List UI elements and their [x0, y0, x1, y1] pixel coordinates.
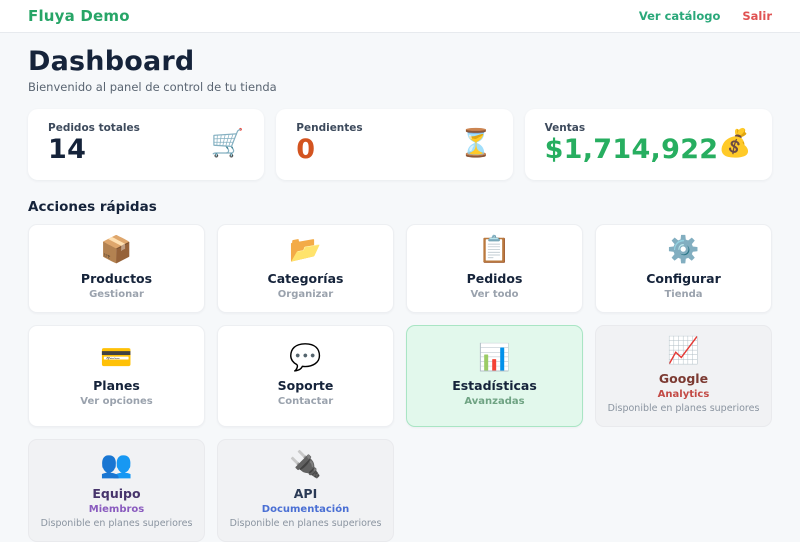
- clipboard-icon: 📋: [478, 235, 511, 266]
- action-card-subtitle: Ver opciones: [80, 396, 153, 408]
- action-card-configurar[interactable]: ⚙️ Configurar Tienda: [595, 224, 772, 313]
- action-card-estadisticas[interactable]: 📊 Estadísticas Avanzadas: [406, 324, 583, 428]
- credit-card-icon: 💳: [100, 342, 133, 373]
- quick-actions-heading: Acciones rápidas: [28, 199, 157, 216]
- stat-value: $1,714,922: [544, 134, 719, 165]
- action-card-subtitle: Miembros: [88, 503, 145, 515]
- stat-text: Pedidos totales 14: [48, 122, 140, 165]
- stat-value: 0: [296, 134, 316, 165]
- page-subtitle: Bienvenido al panel de control de tu tie…: [28, 80, 277, 94]
- action-card-title: Configurar: [646, 270, 721, 286]
- quick-actions-grid: 📦 Productos Gestionar 📂 Categorías Organ…: [28, 224, 772, 542]
- action-card-note: Disponible en planes superiores: [229, 517, 382, 529]
- action-card-subtitle: Documentación: [261, 503, 350, 515]
- action-card-equipo[interactable]: 👥 Equipo Miembros Disponible en planes s…: [28, 439, 205, 542]
- action-card-title: Equipo: [92, 485, 141, 501]
- stat-label: Pedidos totales: [48, 122, 140, 134]
- action-card-note: Disponible en planes superiores: [40, 517, 193, 529]
- brand-logo: Fluya Demo: [28, 7, 130, 25]
- action-card-title: Estadísticas: [452, 378, 537, 394]
- action-card-soporte[interactable]: 💬 Soporte Contactar: [217, 324, 394, 428]
- action-card-note: Disponible en planes superiores: [607, 403, 760, 415]
- action-card-title: Categorías: [267, 270, 344, 286]
- action-card-title: Google: [658, 371, 709, 387]
- stat-card: Pedidos totales 14 🛒: [28, 109, 265, 181]
- logout-link[interactable]: Salir: [742, 9, 772, 23]
- bar-chart-icon: 📊: [478, 342, 511, 373]
- action-card-subtitle: Ver todo: [470, 288, 519, 300]
- stat-text: Ventas $1,714,922: [545, 122, 719, 165]
- open-folder-icon: 📂: [289, 235, 322, 266]
- page-title: Dashboard: [28, 46, 195, 77]
- main-content: Dashboard Bienvenido al panel de control…: [0, 33, 800, 542]
- stat-card: Pendientes 0 ⏳: [276, 109, 513, 181]
- top-header: Fluya Demo Ver catálogo Salir: [0, 0, 800, 33]
- chart-increasing-icon: 📈: [667, 335, 700, 366]
- stat-label: Pendientes: [296, 122, 363, 134]
- stat-label: Ventas: [544, 122, 586, 134]
- action-card-productos[interactable]: 📦 Productos Gestionar: [28, 224, 205, 313]
- action-card-subtitle: Analytics: [657, 389, 710, 401]
- action-card-subtitle: Tienda: [664, 288, 703, 300]
- busts-in-silhouette-icon: 👥: [100, 450, 133, 481]
- gear-icon: ⚙️: [667, 235, 700, 266]
- action-card-subtitle: Avanzadas: [464, 396, 525, 408]
- money-bag-icon: 💰: [718, 128, 752, 160]
- header-nav: Ver catálogo Salir: [639, 9, 772, 23]
- action-card-title: API: [293, 485, 318, 501]
- shopping-cart-icon: 🛒: [210, 128, 245, 160]
- action-card-title: Soporte: [277, 378, 334, 394]
- action-card-planes[interactable]: 💳 Planes Ver opciones: [28, 324, 205, 428]
- stat-value: 14: [48, 134, 87, 165]
- hourglass-icon: ⏳: [458, 128, 493, 160]
- action-card-title: Productos: [80, 270, 153, 286]
- action-card-subtitle: Organizar: [277, 288, 334, 300]
- action-card-api[interactable]: 🔌 API Documentación Disponible en planes…: [217, 439, 394, 542]
- electric-plug-icon: 🔌: [289, 450, 322, 481]
- action-card-title: Pedidos: [466, 270, 523, 286]
- stat-card: Ventas $1,714,922 💰: [524, 109, 772, 181]
- action-card-title: Planes: [93, 378, 140, 394]
- action-card-google[interactable]: 📈 Google Analytics Disponible en planes …: [595, 324, 772, 428]
- view-catalog-link[interactable]: Ver catálogo: [638, 9, 721, 23]
- speech-balloon-icon: 💬: [289, 342, 322, 373]
- package-icon: 📦: [100, 235, 133, 266]
- action-card-pedidos[interactable]: 📋 Pedidos Ver todo: [406, 224, 583, 313]
- action-card-categorias[interactable]: 📂 Categorías Organizar: [217, 224, 394, 313]
- stats-row: Pedidos totales 14 🛒 Pendientes 0 ⏳ Vent…: [28, 109, 772, 181]
- stat-text: Pendientes 0: [296, 122, 362, 165]
- action-card-subtitle: Contactar: [277, 396, 334, 408]
- action-card-subtitle: Gestionar: [89, 288, 144, 300]
